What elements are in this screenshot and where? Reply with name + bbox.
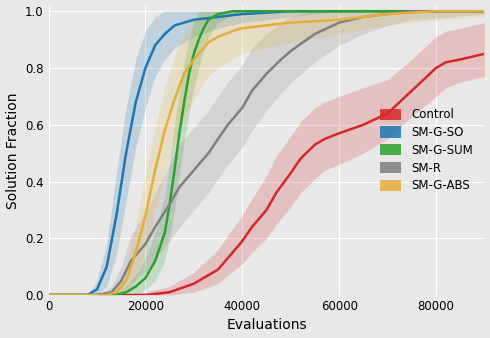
Legend: Control, SM-G-SO, SM-G-SUM, SM-R, SM-G-ABS: Control, SM-G-SO, SM-G-SUM, SM-R, SM-G-A… <box>374 102 479 198</box>
X-axis label: Evaluations: Evaluations <box>226 318 307 333</box>
Y-axis label: Solution Fraction: Solution Fraction <box>5 92 20 209</box>
